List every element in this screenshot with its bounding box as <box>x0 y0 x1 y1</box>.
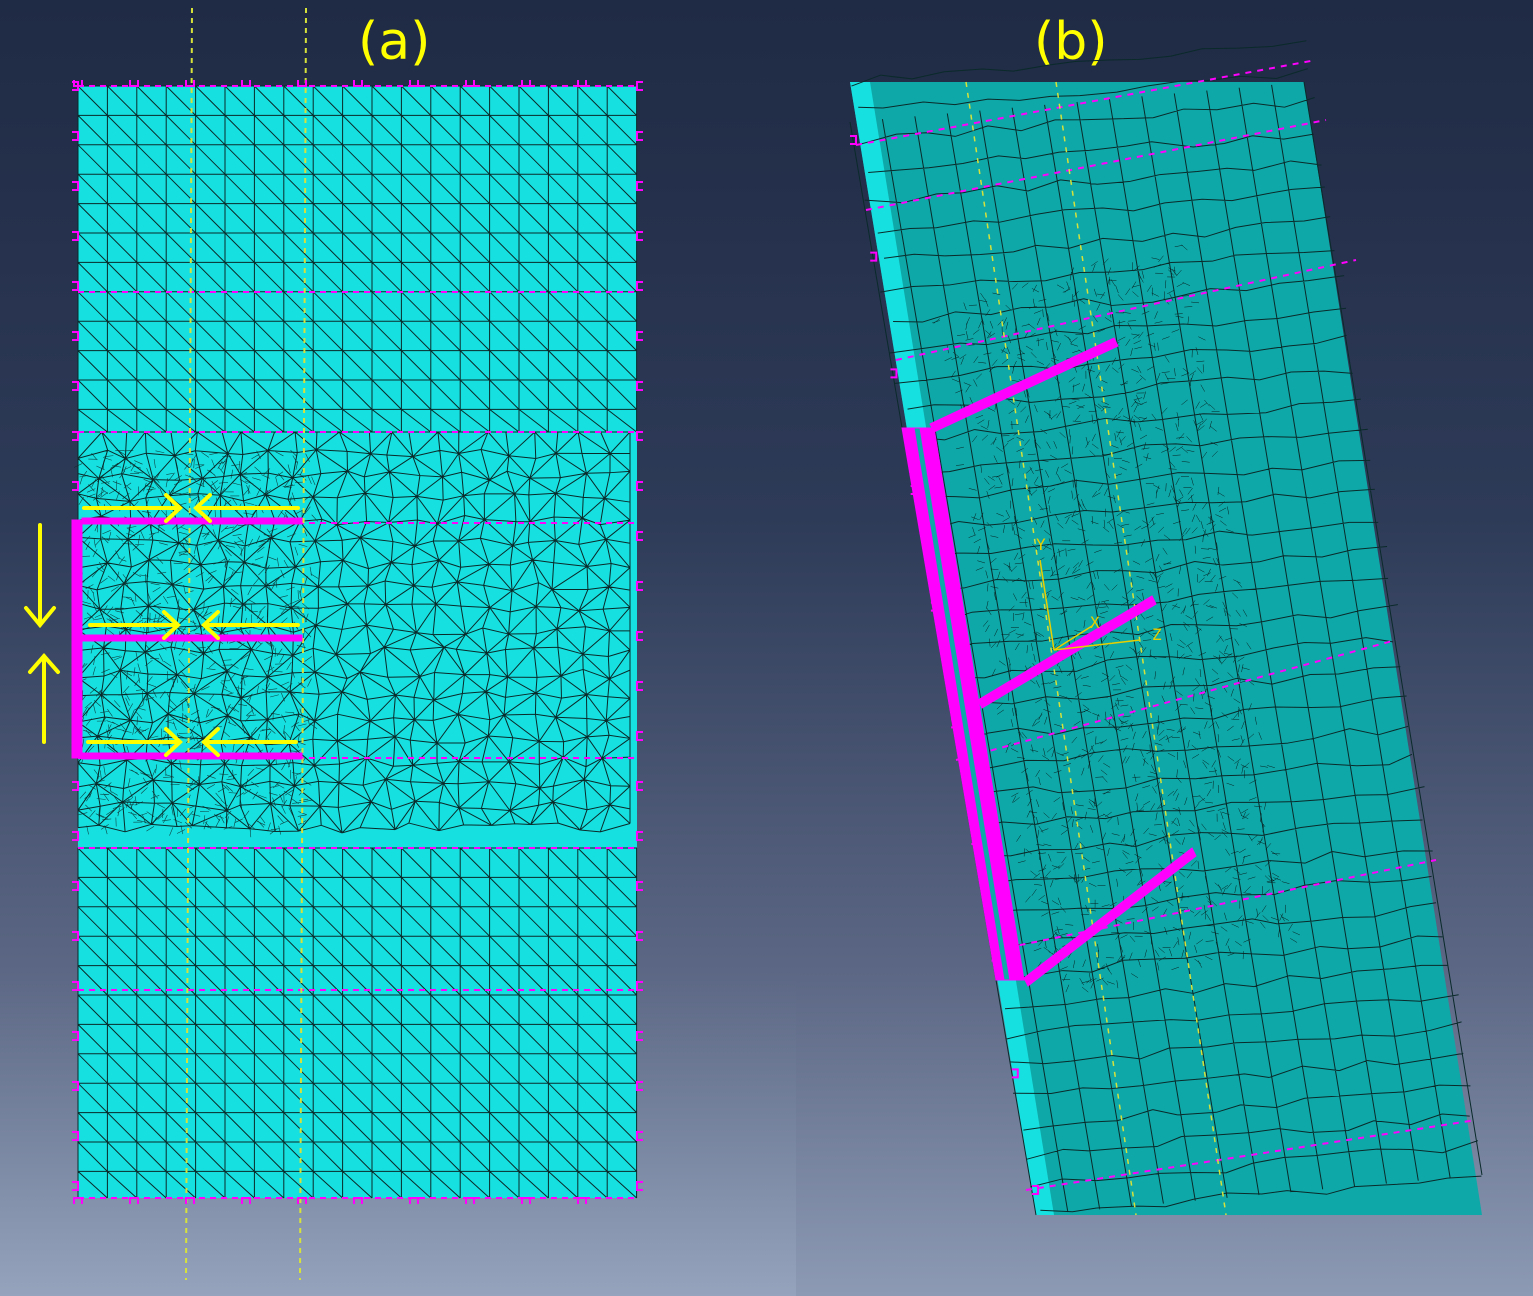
arrow-up <box>28 652 60 744</box>
load-arrows <box>24 493 300 757</box>
boundary-markers <box>850 135 1039 1195</box>
mesh-lines <box>849 40 1483 1216</box>
axis-triad <box>1039 559 1141 651</box>
guide-lines <box>185 7 307 1281</box>
arrow-left <box>201 727 298 757</box>
arrow-down <box>24 523 56 629</box>
arrow-left <box>193 493 300 523</box>
arrow-right <box>82 493 183 523</box>
panel-a: (a) <box>0 0 796 1296</box>
plate <box>78 86 637 1198</box>
arrow-left <box>201 610 300 640</box>
axis-y-label: Y <box>1036 535 1046 554</box>
arrow-right <box>88 610 181 640</box>
mesh-view-b: Y X Z <box>849 40 1483 1216</box>
axis-labels: Y X Z <box>1036 535 1162 644</box>
arrow-right <box>86 727 183 757</box>
panel-label-a: (a) <box>358 12 431 72</box>
guide-lines <box>965 81 1227 1216</box>
anchor-plates <box>901 337 1197 987</box>
partition-lines <box>855 59 1477 1191</box>
axis-z-label: Z <box>1152 625 1162 644</box>
axis-x-label: X <box>1090 613 1100 632</box>
anchor-plates <box>71 517 303 760</box>
mesh-view-a <box>24 7 643 1281</box>
refined-mesh <box>932 244 1300 993</box>
